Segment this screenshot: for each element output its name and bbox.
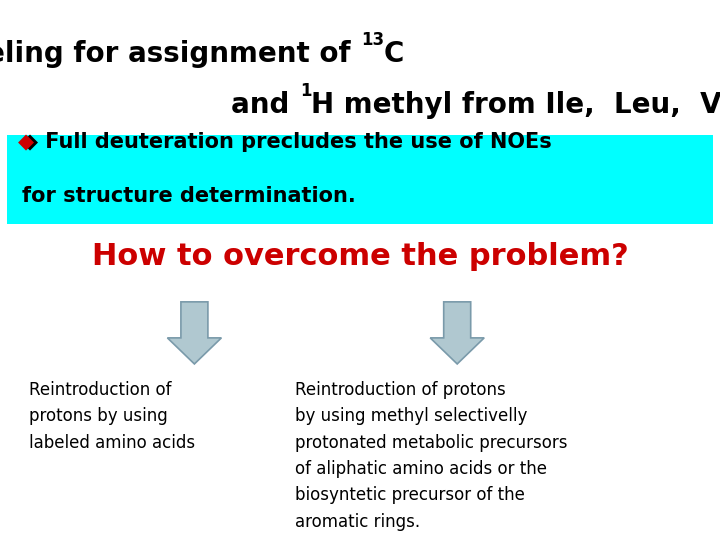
- Polygon shape: [167, 302, 222, 364]
- Text: Reintroduction of
protons by using
labeled amino acids: Reintroduction of protons by using label…: [29, 381, 195, 451]
- Text: Specific labeling for assignment of: Specific labeling for assignment of: [0, 40, 360, 68]
- FancyBboxPatch shape: [7, 135, 713, 224]
- Text: C: C: [384, 40, 404, 68]
- Text: How to overcome the problem?: How to overcome the problem?: [91, 242, 629, 271]
- Text: and: and: [231, 91, 299, 119]
- Text: Reintroduction of protons
by using methyl selectivelly
protonated metabolic prec: Reintroduction of protons by using methy…: [295, 381, 567, 531]
- Text: ◆: ◆: [18, 132, 34, 152]
- Text: ◆ Full deuteration precludes the use of NOEs: ◆ Full deuteration precludes the use of …: [22, 132, 552, 152]
- Text: 1: 1: [300, 82, 312, 100]
- Text: 13: 13: [361, 31, 384, 49]
- Text: for structure determination.: for structure determination.: [22, 186, 356, 206]
- Text: H methyl from Ile,  Leu,  Val: H methyl from Ile, Leu, Val: [311, 91, 720, 119]
- Polygon shape: [431, 302, 484, 364]
